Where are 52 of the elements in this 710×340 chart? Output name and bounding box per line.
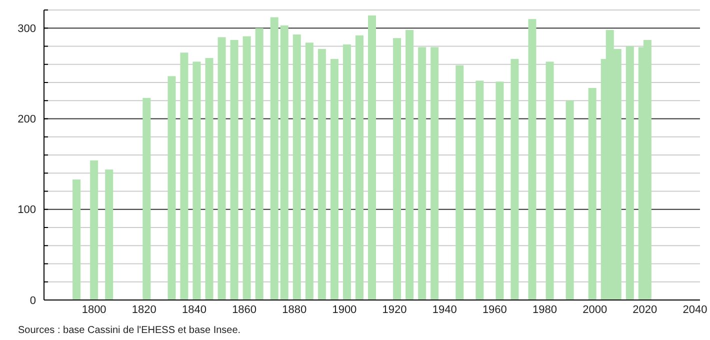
bar [180,52,188,300]
bar [355,35,364,300]
bar [205,58,214,300]
bar [566,100,574,300]
x-tick-label: 2040 [682,304,708,316]
bar [330,58,338,300]
x-tick-label: 1900 [332,304,357,316]
x-tick-label: 1940 [432,304,457,316]
x-tick-label: 1960 [482,304,507,316]
bar [318,48,326,300]
bar [142,98,151,300]
y-tick-label: 100 [18,204,36,216]
y-tick-label: 0 [30,294,36,307]
bar [270,17,278,300]
bar [242,36,251,300]
x-tick-label: 1840 [182,304,206,316]
source-note: Sources : base Cassini de l'EHESS et base Insee. [18,325,241,336]
bar [292,34,301,300]
bar [218,37,226,300]
bar [406,30,414,300]
x-tick-label: 2020 [632,304,658,316]
bar [90,160,98,300]
bar [105,170,114,300]
bar [192,62,201,300]
y-tick-label: 300 [18,22,36,35]
x-tick-label: 1820 [132,304,156,316]
y-tick-label: 200 [18,114,36,126]
bar [305,42,314,300]
bar [72,179,81,300]
x-tick-label: 1980 [532,304,558,316]
bar [280,25,288,300]
x-tick-label: 1920 [382,304,407,316]
bar [418,47,426,300]
bar [528,19,536,300]
bar [168,76,176,300]
bar [496,82,504,300]
x-tick-label: 2000 [582,304,608,316]
bar [626,46,634,300]
x-tick-label: 1800 [82,304,106,316]
bar [588,88,596,300]
bar [546,62,554,300]
bar [476,80,484,300]
bar [393,38,402,300]
bar [510,58,519,300]
bar [368,15,376,300]
bar [342,44,351,300]
x-tick-label: 1880 [282,304,307,316]
bar [456,65,464,300]
bar [230,40,238,300]
bar [255,28,264,300]
x-tick-label: 1860 [232,304,257,316]
bar [430,47,439,300]
